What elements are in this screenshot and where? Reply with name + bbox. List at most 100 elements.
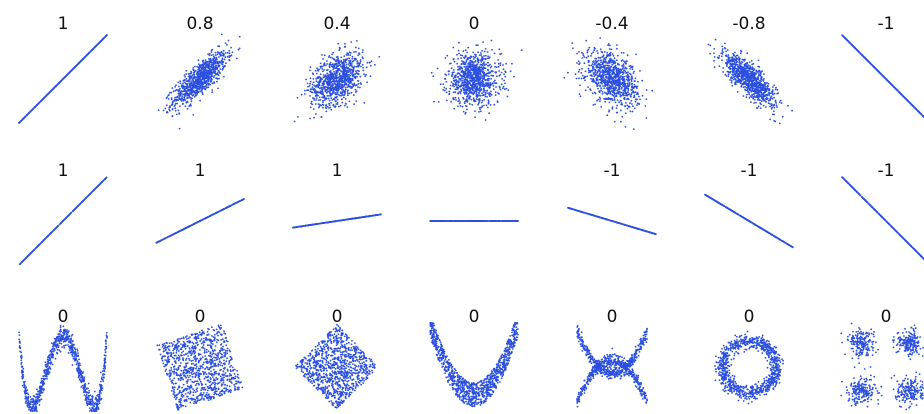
scatter-point <box>345 83 347 85</box>
scatter-point <box>623 69 625 72</box>
scatter-point <box>202 76 205 79</box>
scatter-point <box>742 59 745 61</box>
scatter-point <box>590 64 593 67</box>
scatter-point <box>204 88 207 91</box>
scatter-point <box>761 70 763 73</box>
scatter-point <box>500 71 503 74</box>
scatter-point <box>730 65 733 68</box>
scatter-point <box>743 71 745 74</box>
scatter-point <box>604 79 607 82</box>
scatter-point <box>218 77 220 80</box>
scatter-point <box>716 56 719 59</box>
scatter-point <box>603 66 605 68</box>
scatter-point <box>609 51 612 54</box>
scatter-point <box>347 83 350 86</box>
scatter-point <box>307 89 310 92</box>
scatter-point <box>504 71 507 74</box>
scatter-panel-r1-c1: 1 <box>18 14 108 124</box>
scatter-point <box>315 113 317 115</box>
panel-label: 1 <box>58 14 69 34</box>
scatter-point <box>174 102 177 105</box>
scatter-point <box>231 51 234 54</box>
scatter-point <box>638 95 640 98</box>
scatter-point <box>343 55 346 57</box>
scatter-point <box>208 62 211 65</box>
scatter-point <box>478 98 481 100</box>
scatter-point <box>178 127 181 130</box>
scatter-point <box>169 106 171 109</box>
scatter-point <box>709 52 711 55</box>
scatter-point <box>731 84 734 87</box>
scatter-point <box>613 97 616 99</box>
scatter-point <box>757 59 760 62</box>
scatter-point <box>459 101 461 103</box>
scatter-point <box>644 105 647 107</box>
scatter-point <box>502 68 505 71</box>
scatter-point <box>332 80 334 82</box>
scatter-point <box>478 92 480 94</box>
scatter-point <box>628 93 631 95</box>
scatter-point <box>463 57 466 60</box>
scatter-point <box>630 83 633 86</box>
scatter-point <box>345 103 347 105</box>
scatter-point <box>596 76 599 79</box>
scatter-point <box>347 92 349 95</box>
scatter-point <box>183 89 186 91</box>
scatter-point <box>608 109 611 111</box>
scatter-point <box>773 106 776 109</box>
scatter-point <box>322 74 325 76</box>
scatter-point <box>471 60 473 62</box>
scatter-point <box>469 59 472 62</box>
scatter-point <box>186 97 189 99</box>
panel-label: -0.8 <box>732 14 765 34</box>
scatter-point <box>327 97 330 100</box>
scatter-point <box>632 105 634 108</box>
scatter-point <box>205 63 208 66</box>
scatter-point <box>445 80 448 83</box>
scatter-point <box>615 66 618 69</box>
scatter-point <box>761 97 763 100</box>
scatter-point <box>445 87 448 90</box>
scatter-point <box>748 70 751 72</box>
scatter-point <box>226 44 228 46</box>
scatter-point <box>177 85 180 88</box>
scatter-point <box>633 83 636 86</box>
scatter-point <box>330 85 332 88</box>
scatter-point <box>580 77 583 80</box>
scatter-point <box>28 112 30 114</box>
scatter-point <box>343 81 346 84</box>
scatter-point <box>213 76 215 79</box>
scatter-point <box>321 54 323 56</box>
scatter-point <box>325 107 328 110</box>
scatter-point <box>358 70 360 73</box>
scatter-point <box>484 95 487 98</box>
scatter-point <box>464 54 467 57</box>
scatter-point <box>199 75 202 78</box>
scatter-point <box>724 42 726 45</box>
scatter-point <box>335 65 338 68</box>
scatter-point <box>83 57 85 59</box>
scatter-point <box>174 107 177 110</box>
scatter-point <box>215 77 218 80</box>
scatter-point <box>620 52 623 54</box>
scatter-point <box>349 54 352 56</box>
scatter-point <box>171 115 174 118</box>
scatter-point <box>617 82 620 85</box>
scatter-point <box>439 83 442 86</box>
scatter-point <box>713 52 715 55</box>
scatter-point <box>222 60 225 63</box>
scatter-point <box>631 103 633 105</box>
scatter-point <box>179 80 182 83</box>
scatter-point <box>480 88 483 90</box>
scatter-point <box>70 69 73 72</box>
scatter-point <box>622 63 625 66</box>
scatter-point <box>603 87 606 90</box>
scatter-point <box>173 99 176 102</box>
scatter-point <box>733 71 735 74</box>
scatter-point <box>742 74 744 76</box>
scatter-point <box>336 95 338 98</box>
scatter-point <box>205 83 208 86</box>
scatter-point <box>475 44 478 46</box>
scatter-point <box>331 57 334 59</box>
scatter-point <box>349 70 351 73</box>
